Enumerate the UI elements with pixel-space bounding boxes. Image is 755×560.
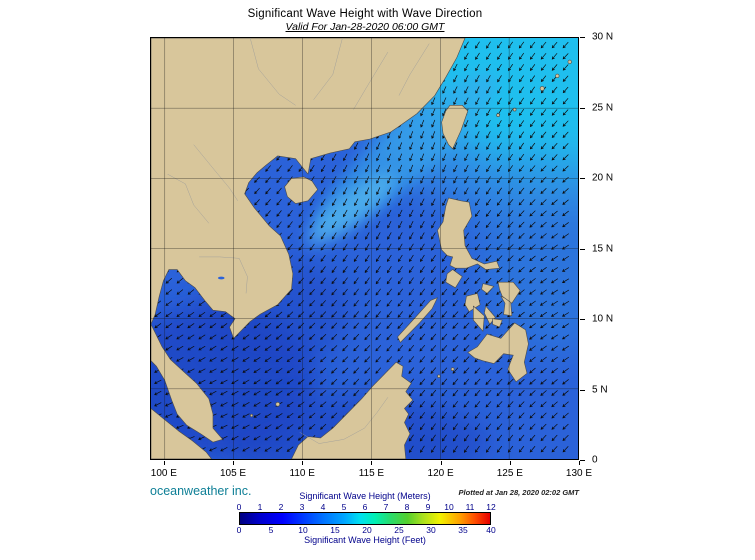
meters-tick-label: 4 bbox=[320, 502, 326, 512]
island-dot bbox=[275, 401, 280, 407]
admin-border-line bbox=[238, 258, 248, 294]
credit-text: oceanweather inc. bbox=[150, 484, 252, 498]
land-palawan bbox=[397, 297, 438, 343]
lon-tick-mark bbox=[440, 461, 442, 465]
admin-border-line bbox=[353, 51, 389, 110]
island-dot bbox=[539, 86, 545, 91]
valid-time-subtitle: Valid For Jan-28-2020 06:00 GMT bbox=[285, 21, 445, 33]
land-mindanao bbox=[467, 322, 529, 383]
lat-tick-mark bbox=[580, 178, 585, 179]
meters-tick-label: 0 bbox=[236, 502, 242, 512]
longitude-axis: 100 E 105 E 110 E 115 E 120 E 125 E 130 E bbox=[150, 461, 592, 485]
legend-colorbar bbox=[239, 512, 491, 525]
lat-tick-mark bbox=[580, 107, 585, 109]
feet-tick-label: 35 bbox=[458, 525, 468, 535]
meters-tick-label: 1 bbox=[257, 502, 263, 512]
legend-title-feet: Significant Wave Height (Feet) bbox=[304, 535, 426, 545]
meters-tick-label: 5 bbox=[341, 502, 347, 512]
land-luzon bbox=[437, 197, 500, 270]
tonle-sap-lake bbox=[217, 276, 225, 280]
meters-tick-label: 6 bbox=[362, 502, 368, 512]
lat-tick-mark bbox=[580, 460, 585, 461]
lon-tick-label: 115 E bbox=[358, 468, 385, 479]
lon-tick-label: 110 E bbox=[289, 468, 315, 479]
lon-tick-label: 125 E bbox=[496, 468, 523, 479]
feet-tick-label: 10 bbox=[298, 525, 308, 535]
admin-border-line bbox=[167, 173, 210, 224]
lon-tick-label: 100 E bbox=[150, 468, 177, 479]
lon-tick-label: 120 E bbox=[427, 468, 454, 479]
lon-tick-mark bbox=[163, 461, 165, 465]
meters-tick-label: 3 bbox=[299, 502, 305, 512]
graticule bbox=[151, 38, 578, 459]
landmass bbox=[151, 38, 572, 459]
legend-feet-ticks: 0 5 10 15 20 25 30 35 40 bbox=[236, 525, 496, 535]
land-masbate bbox=[481, 283, 495, 294]
map-frame bbox=[150, 37, 579, 460]
legend-title-meters: Significant Wave Height (Meters) bbox=[299, 491, 431, 501]
meters-tick-label: 9 bbox=[425, 502, 431, 512]
lon-tick-mark bbox=[509, 461, 511, 465]
feet-tick-label: 20 bbox=[362, 525, 372, 535]
plotted-timestamp: Plotted at Jan 28, 2020 02:02 GMT bbox=[458, 488, 579, 497]
lon-tick-mark bbox=[371, 461, 373, 465]
lon-tick-label: 105 E bbox=[219, 468, 247, 479]
island-dot bbox=[437, 374, 441, 378]
lon-tick-mark bbox=[302, 461, 304, 465]
admin-border-line bbox=[398, 43, 430, 96]
lat-tick-label: 10 N bbox=[592, 313, 614, 325]
feet-tick-label: 5 bbox=[268, 525, 274, 535]
feet-tick-label: 25 bbox=[394, 525, 404, 535]
island-dot bbox=[496, 113, 500, 118]
lat-tick-mark bbox=[580, 319, 585, 320]
land-mainland-asia bbox=[151, 38, 466, 339]
feet-tick-label: 30 bbox=[426, 525, 436, 535]
lat-tick-label: 30 N bbox=[592, 31, 614, 43]
legend-meters-ticks: 0 1 2 3 4 5 6 7 8 9 10 11 12 bbox=[236, 502, 496, 512]
lon-tick-label: 130 E bbox=[565, 468, 593, 479]
lat-tick-label: 20 N bbox=[592, 172, 614, 184]
meters-tick-label: 11 bbox=[465, 502, 475, 512]
meters-tick-label: 10 bbox=[444, 502, 454, 512]
admin-borders bbox=[167, 38, 430, 444]
meters-tick-label: 12 bbox=[486, 502, 496, 512]
meters-tick-label: 7 bbox=[383, 502, 389, 512]
land-bohol bbox=[492, 318, 503, 328]
island-dot bbox=[555, 73, 560, 79]
lat-tick-label: 25 N bbox=[592, 102, 614, 113]
island-dot bbox=[250, 413, 254, 418]
lat-tick-mark bbox=[580, 389, 585, 391]
land-malay-peninsula bbox=[151, 323, 223, 443]
lat-tick-label: 5 N bbox=[592, 384, 608, 395]
lon-tick-mark bbox=[233, 461, 235, 465]
land-hainan bbox=[284, 176, 318, 204]
admin-border-line bbox=[313, 38, 343, 100]
admin-border-line bbox=[299, 397, 389, 444]
meters-tick-label: 2 bbox=[278, 502, 284, 512]
feet-tick-label: 0 bbox=[236, 525, 242, 535]
island-dot bbox=[567, 59, 572, 64]
lat-tick-label: 0 bbox=[592, 454, 598, 466]
meters-tick-label: 8 bbox=[404, 502, 410, 512]
lat-tick-label: 15 N bbox=[592, 243, 614, 254]
lat-tick-mark bbox=[580, 37, 585, 38]
feet-tick-label: 40 bbox=[486, 525, 496, 535]
land-mindoro bbox=[445, 269, 463, 289]
lat-tick-mark bbox=[580, 248, 585, 250]
feet-tick-label: 15 bbox=[330, 525, 340, 535]
admin-border-line bbox=[249, 38, 296, 106]
admin-border-line bbox=[199, 256, 240, 259]
latitude-axis: 30 N 25 N 20 N 15 N 10 N 5 N 0 bbox=[580, 32, 635, 466]
island-dot bbox=[512, 107, 517, 112]
lon-tick-mark bbox=[579, 461, 580, 465]
page-title: Significant Wave Height with Wave Direct… bbox=[247, 8, 483, 20]
land-sumatra bbox=[151, 408, 212, 459]
land-borneo bbox=[291, 361, 414, 459]
island-dot bbox=[450, 367, 455, 372]
wave-map bbox=[151, 38, 578, 459]
